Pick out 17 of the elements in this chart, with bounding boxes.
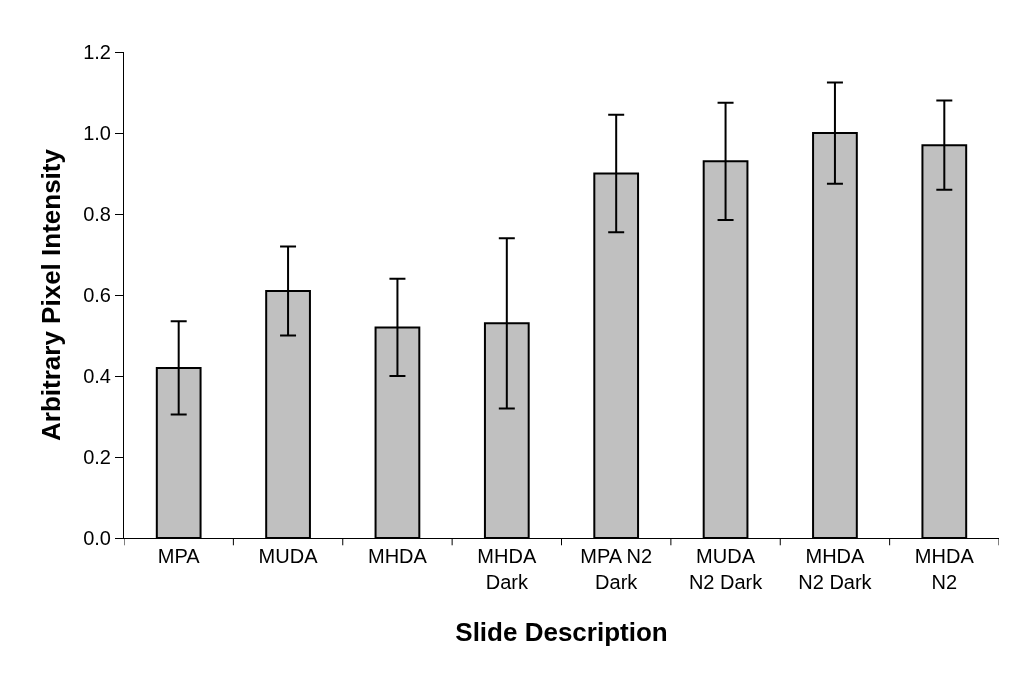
y-tick-label: 1.0 <box>83 122 111 144</box>
y-tick-label: 1.2 <box>83 41 111 63</box>
x-tick-label: MHDA <box>367 545 428 567</box>
y-tick-label: 0.2 <box>83 446 111 468</box>
x-tick-label: MUDA <box>258 545 319 567</box>
y-tick-label: 0.0 <box>83 527 111 549</box>
y-tick-label: 0.4 <box>83 365 111 387</box>
y-tick-label: 0.6 <box>83 284 111 306</box>
y-tick-label: 0.8 <box>83 203 111 225</box>
x-tick-label: MUDA N2 Dark <box>688 545 764 593</box>
x-tick-label: MHDA N2 <box>914 545 975 593</box>
x-tick-label: MHDA Dark <box>477 545 537 593</box>
x-tick-label: MHDA N2 Dark <box>798 545 873 593</box>
x-tick-label: MPA N2 Dark <box>580 545 653 593</box>
x-tick-label: MPA <box>157 545 201 567</box>
y-axis-title: Arbitrary Pixel Intensity <box>35 148 66 441</box>
x-axis-title: Slide Description <box>455 616 668 647</box>
